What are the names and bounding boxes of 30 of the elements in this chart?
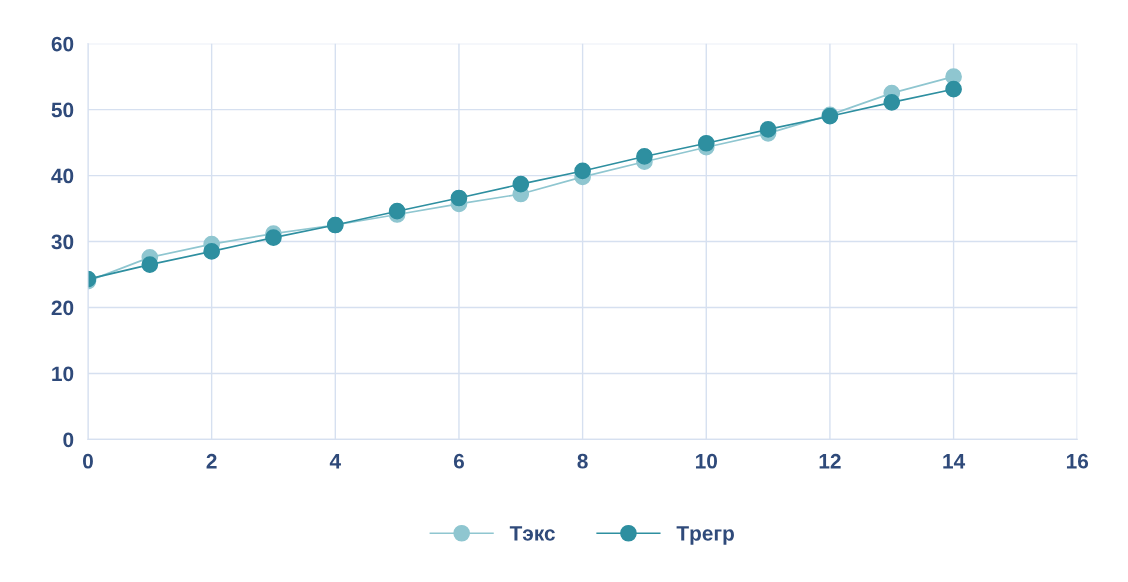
- legend-label: Tэкс: [509, 526, 555, 541]
- point: [883, 94, 901, 111]
- y-tick-label: 30: [51, 234, 74, 250]
- y-tick-label: 20: [51, 300, 74, 316]
- x-tick-label: 0: [83, 453, 93, 469]
- x-tick-label: 10: [696, 453, 717, 469]
- point: [265, 229, 282, 246]
- y-tick-label: 40: [51, 168, 74, 184]
- y-tick-label: 50: [51, 102, 74, 118]
- point: [574, 162, 591, 180]
- x-tick-label: 8: [577, 453, 588, 469]
- point: [450, 189, 468, 207]
- x-tick-label: 2: [206, 453, 217, 469]
- x-tick-label: 12: [819, 453, 841, 469]
- x-tick-label: 4: [329, 454, 341, 469]
- point: [636, 148, 653, 165]
- point: [141, 256, 159, 273]
- x-tick-label: 16: [1066, 453, 1089, 469]
- point: [759, 121, 777, 138]
- point: [512, 175, 530, 193]
- y-tick-label: 0: [63, 432, 74, 448]
- y-tick-label: 10: [52, 366, 74, 382]
- x-tick-label: 14: [943, 454, 966, 469]
- point: [203, 243, 220, 260]
- point: [697, 134, 715, 152]
- point: [945, 80, 962, 98]
- x-tick-label: 6: [453, 453, 464, 469]
- y-tick-label: 60: [51, 36, 74, 52]
- legend-label: Tрегр: [676, 526, 734, 545]
- point: [388, 202, 406, 220]
